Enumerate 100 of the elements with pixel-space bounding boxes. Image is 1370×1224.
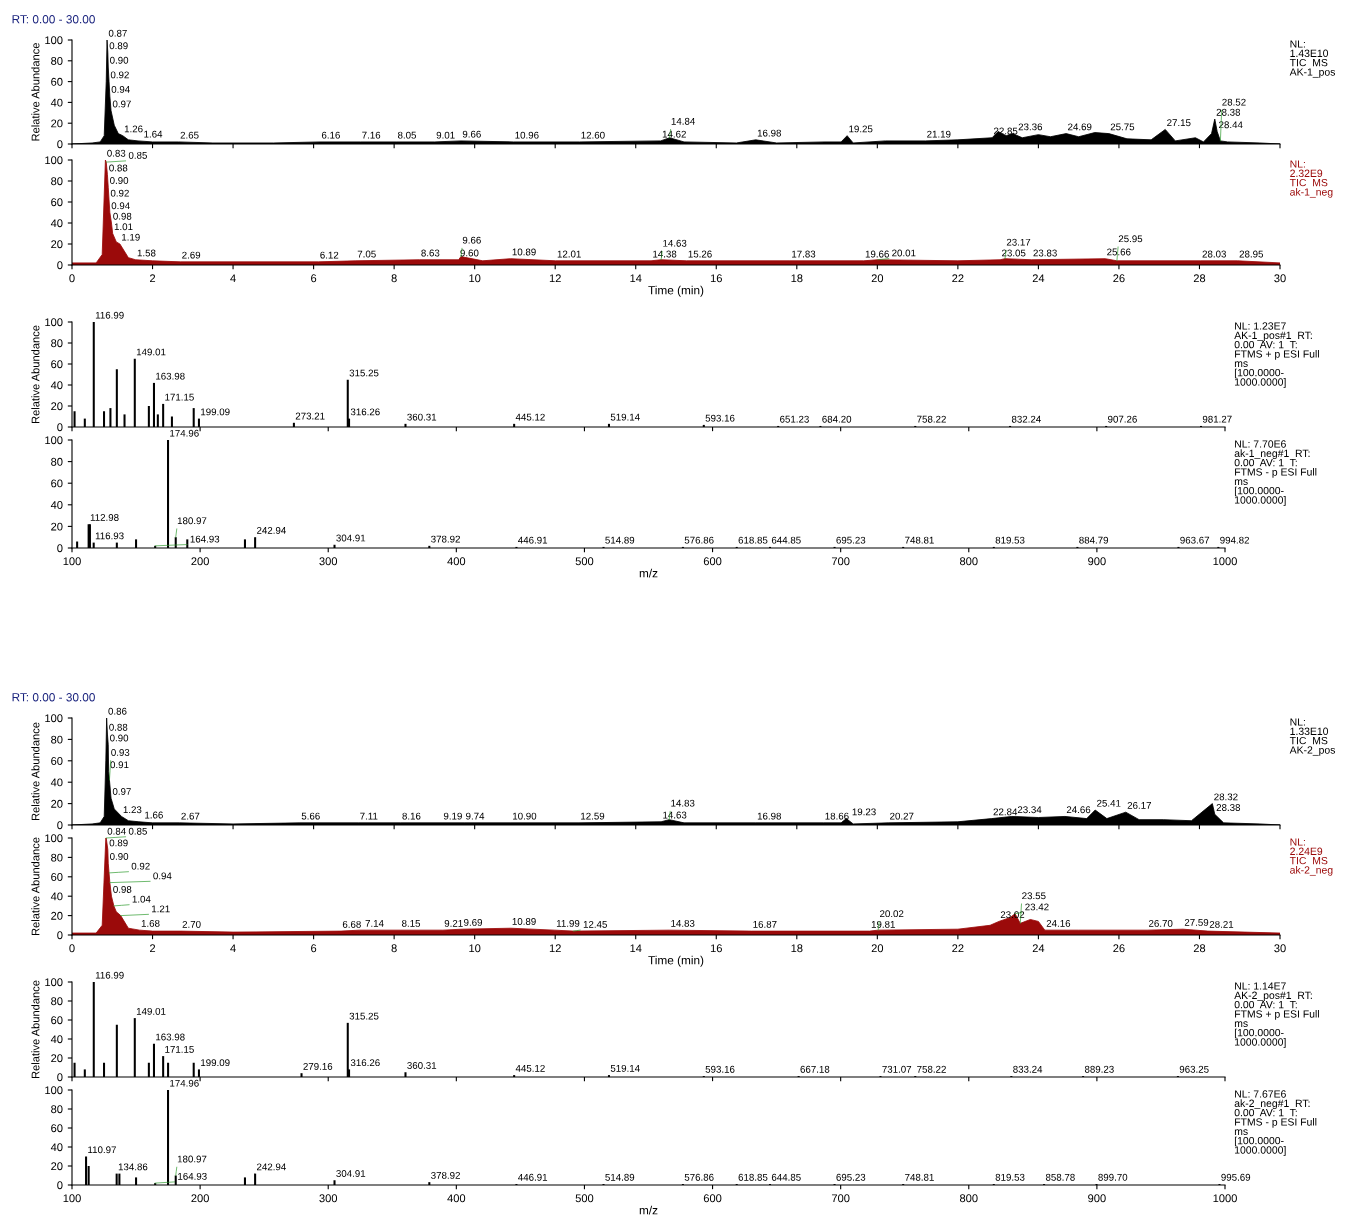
y-tick-label: 0	[57, 931, 63, 940]
annotation: 1.64	[144, 130, 163, 138]
x-tick-label: 300	[319, 1194, 338, 1203]
annotation: 180.97	[177, 1155, 207, 1163]
y-tick-label: 60	[51, 1124, 63, 1133]
x-tick-label: 22	[952, 274, 964, 283]
y-tick-label: 80	[51, 57, 63, 65]
annotation: 174.96	[170, 429, 199, 437]
annotation: 858.78	[1045, 1173, 1075, 1181]
annotation: 242.94	[257, 1163, 286, 1171]
y-tick-label: 100	[45, 156, 63, 165]
annotation: 25.95	[1118, 235, 1143, 243]
annotation: 316.26	[350, 1059, 380, 1067]
annotation: 832.24	[1011, 415, 1041, 423]
x-tick-label: 200	[191, 557, 209, 566]
y-tick-label: 40	[50, 778, 63, 787]
annotation: 0.92	[110, 71, 129, 79]
annotation: 134.86	[118, 1163, 148, 1171]
annotation: 10.96	[515, 131, 539, 139]
text: NL: 1.14E7 AK-2_pos#1 RT: 0.00 AV: 1 T: FTMS + p ESI Full ms [100.0000- 1000.0000]	[1234, 982, 1319, 1048]
annotation: 20.01	[892, 249, 916, 257]
x-tick-label: 30	[1274, 274, 1286, 283]
x-tick-label: 16	[710, 944, 722, 953]
y-tick-label: 60	[51, 479, 63, 488]
annotation: 23.17	[1006, 238, 1031, 246]
y-tick-label: 80	[51, 339, 63, 348]
annotation: 731.07	[882, 1065, 912, 1073]
annotation: 28.32	[1214, 793, 1238, 801]
x-tick-label: 8	[391, 944, 397, 953]
annotation: 116.99	[95, 971, 124, 979]
y-tick-label: 100	[45, 978, 63, 987]
annotation: 26.70	[1149, 919, 1173, 927]
y-tick-label: 100	[45, 318, 63, 327]
annotation: 14.63	[663, 811, 687, 819]
annotation: 25.41	[1097, 799, 1121, 807]
annotation: 171.15	[165, 1046, 194, 1053]
x-tick-label: 1000	[1213, 1194, 1237, 1203]
y-tick-label: 20	[51, 240, 63, 249]
y-tick-label: 20	[51, 1054, 63, 1063]
annotation: 995.69	[1221, 1173, 1251, 1181]
annotation: 576.86	[684, 536, 714, 544]
annotation: 163.98	[156, 1033, 185, 1041]
y-tick-label: 40	[50, 1035, 63, 1044]
annotation: 899.70	[1098, 1173, 1128, 1181]
x-tick-label: 800	[959, 557, 978, 566]
annotation: 14.62	[662, 130, 686, 138]
annotation: 0.83	[107, 149, 126, 157]
y-tick-label: 60	[51, 77, 63, 86]
x-axis-title: m/z	[639, 568, 658, 578]
annotation: 25.75	[1110, 123, 1135, 131]
x-tick-label: 20	[871, 944, 884, 953]
y-tick-label: 100	[45, 834, 63, 843]
text: NL: 2.24E9 TIC MS ak-2_neg	[1289, 838, 1333, 876]
annotation: 519.14	[610, 413, 640, 421]
x-tick-label: 24	[1032, 274, 1045, 283]
x-axis-title: Time (min)	[648, 955, 704, 967]
annotation: 14.84	[671, 117, 695, 125]
x-tick-label: 12	[549, 274, 561, 283]
annotation: 5.66	[301, 812, 320, 820]
annotation: 819.53	[995, 1173, 1025, 1181]
y-tick-label: 40	[50, 1143, 63, 1152]
annotation: 27.59	[1184, 918, 1209, 926]
annotation: 0.90	[110, 734, 129, 742]
annotation: 242.94	[257, 527, 286, 534]
text: NL: 1.23E7 AK-1_pos#1 RT: 0.00 AV: 1 T: FTMS + p ESI Full ms [100.0000- 1000.0000]	[1234, 322, 1319, 388]
annotation: 22.85	[993, 127, 1018, 135]
annotation: 164.93	[178, 1172, 207, 1180]
annotation: 593.16	[705, 1065, 735, 1073]
annotation: 10.89	[512, 248, 536, 256]
y-tick-label: 60	[51, 1016, 63, 1025]
annotation: 6.68	[342, 920, 361, 928]
annotation: 17.83	[792, 250, 816, 258]
annotation: 8.16	[402, 812, 421, 820]
x-tick-label: 18	[791, 944, 803, 953]
annotation: 2.65	[180, 131, 199, 139]
annotation: 889.23	[1084, 1065, 1114, 1073]
y-tick-label: 100	[45, 1086, 63, 1095]
x-tick-label: 1000	[1213, 557, 1237, 566]
x-tick-label: 900	[1088, 557, 1106, 566]
annotation: 0.88	[109, 164, 128, 172]
y-axis-title: Relative Abundance	[31, 43, 40, 141]
annotation: 116.93	[95, 532, 124, 540]
annotation: 378.92	[431, 535, 460, 543]
annotation: 0.94	[153, 872, 172, 880]
annotation: 695.23	[836, 536, 866, 544]
y-tick-label: 0	[57, 821, 63, 830]
annotation: 26.17	[1127, 801, 1152, 809]
annotation: 14.83	[671, 919, 695, 927]
chart-title: RT: 0.00 - 30.00	[12, 15, 95, 24]
y-tick-label: 40	[50, 219, 63, 228]
y-tick-label: 0	[57, 544, 63, 553]
annotation: 110.97	[88, 1146, 116, 1154]
annotation: 1.23	[123, 806, 142, 814]
y-tick-label: 80	[51, 735, 63, 744]
text: NL: 2.32E9 TIC MS ak-1_neg	[1289, 160, 1333, 198]
annotation: 748.81	[905, 1173, 934, 1181]
x-tick-label: 200	[191, 1194, 209, 1203]
y-tick-label: 40	[50, 892, 63, 901]
y-tick-label: 80	[51, 457, 63, 466]
annotation: 149.01	[136, 348, 166, 356]
